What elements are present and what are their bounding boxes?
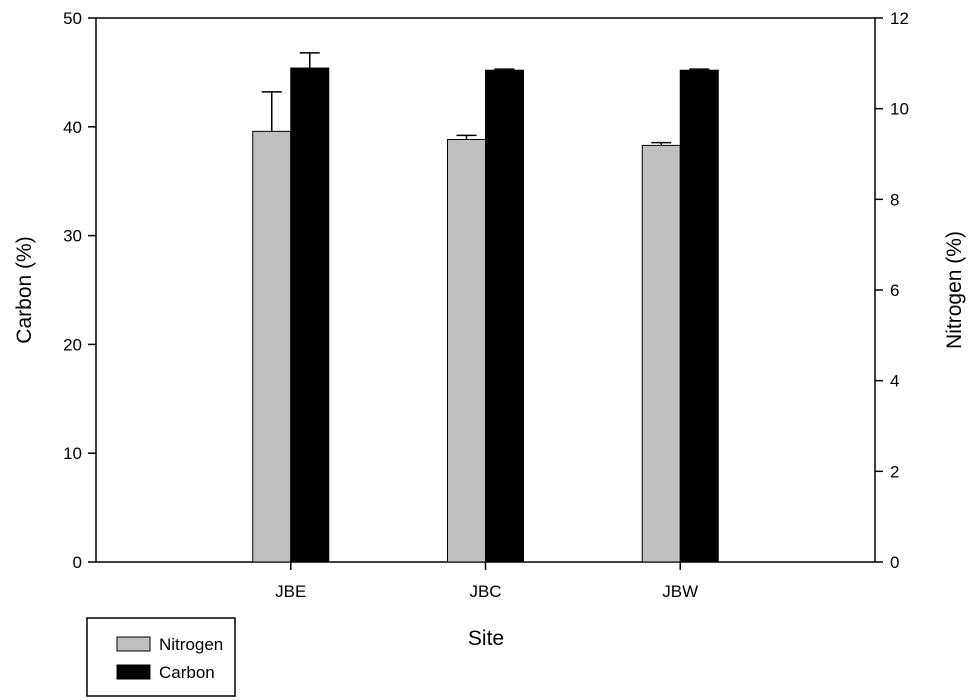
bar-carbon bbox=[290, 67, 330, 563]
x-axis-ticks: JBE JBC JBW bbox=[275, 562, 698, 601]
right-tick-label: 6 bbox=[890, 281, 899, 300]
left-tick-label: 50 bbox=[63, 9, 82, 28]
right-tick-label: 0 bbox=[890, 553, 899, 572]
bar-nitrogen bbox=[447, 138, 486, 563]
bar-carbon bbox=[679, 69, 719, 563]
x-axis-title: Site bbox=[468, 627, 504, 650]
right-axis-ticks: 0 2 4 6 8 10 12 bbox=[875, 9, 909, 572]
x-tick-label: JBC bbox=[469, 582, 501, 601]
left-y-axis-title: Carbon (%) bbox=[13, 236, 36, 343]
right-y-axis-title: Nitrogen (%) bbox=[943, 231, 966, 349]
bar-nitrogen bbox=[641, 144, 681, 563]
right-tick-label: 2 bbox=[890, 462, 899, 481]
right-tick-label: 10 bbox=[890, 100, 909, 119]
legend-box bbox=[86, 617, 236, 697]
right-tick-label: 12 bbox=[890, 9, 909, 28]
right-tick-label: 8 bbox=[890, 190, 899, 209]
bar-carbon bbox=[485, 69, 524, 563]
left-tick-label: 30 bbox=[63, 227, 82, 246]
x-tick-label: JBW bbox=[662, 582, 698, 601]
x-tick-label: JBE bbox=[275, 582, 306, 601]
legend-swatch-carbon bbox=[116, 664, 151, 680]
legend: Nitrogen Carbon bbox=[86, 617, 236, 697]
right-tick-label: 4 bbox=[890, 372, 899, 391]
left-tick-label: 20 bbox=[63, 335, 82, 354]
bar-nitrogen bbox=[252, 130, 292, 563]
legend-swatch-nitrogen bbox=[116, 636, 151, 652]
left-tick-label: 10 bbox=[63, 444, 82, 463]
legend-label-nitrogen: Nitrogen bbox=[159, 635, 223, 654]
left-axis-ticks: 0 10 20 30 40 50 bbox=[63, 9, 96, 572]
left-tick-label: 40 bbox=[63, 118, 82, 137]
bar-group bbox=[252, 52, 719, 563]
legend-label-carbon: Carbon bbox=[159, 663, 215, 682]
left-tick-label: 0 bbox=[73, 553, 82, 572]
